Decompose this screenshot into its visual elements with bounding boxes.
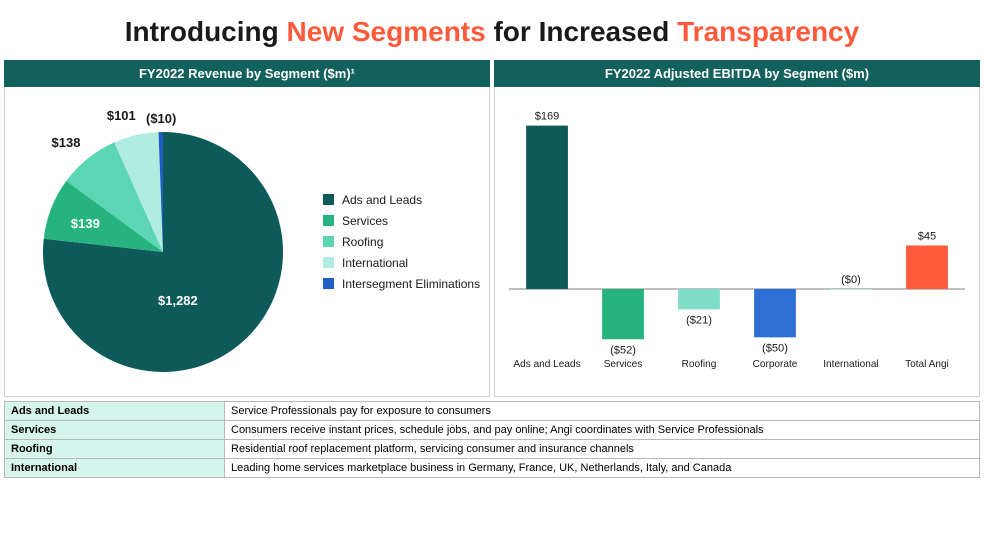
legend-label: International bbox=[342, 256, 408, 270]
pie-svg-wrap: $1,282 $139 $138 $101 ($10) bbox=[13, 102, 313, 382]
bar-category-label: Services bbox=[604, 359, 643, 370]
legend-label: Intersegment Eliminations bbox=[342, 277, 480, 291]
legend-swatch bbox=[323, 215, 334, 226]
description-cell: Consumers receive instant prices, schedu… bbox=[225, 421, 980, 440]
legend-label: Services bbox=[342, 214, 388, 228]
pie-chart-header: FY2022 Revenue by Segment ($m)¹ bbox=[4, 60, 490, 87]
bar bbox=[754, 289, 796, 337]
segment-cell: Ads and Leads bbox=[5, 402, 225, 421]
bar-chart-header: FY2022 Adjusted EBITDA by Segment ($m) bbox=[494, 60, 980, 87]
bar-category-label: Roofing bbox=[682, 359, 717, 370]
bar bbox=[526, 126, 568, 289]
table-row: Ads and LeadsService Professionals pay f… bbox=[5, 402, 980, 421]
bar-chart-panel: FY2022 Adjusted EBITDA by Segment ($m) $… bbox=[494, 60, 980, 397]
legend-item: International bbox=[323, 256, 481, 270]
page-title: Introducing New Segments for Increased T… bbox=[0, 0, 984, 60]
legend-swatch bbox=[323, 194, 334, 205]
title-part-1: Introducing bbox=[125, 16, 287, 47]
title-accent-2: Transparency bbox=[677, 16, 859, 47]
bar-area: $169 Ads and Leads ($52) Services ($21) Roofi… bbox=[505, 95, 969, 375]
title-part-2: for Increased bbox=[486, 16, 677, 47]
pie-slice-label: $101 bbox=[107, 108, 136, 123]
bar bbox=[906, 246, 948, 290]
pie-chart-panel: FY2022 Revenue by Segment ($m)¹ $1,282$1… bbox=[4, 60, 490, 397]
legend-label: Roofing bbox=[342, 235, 383, 249]
legend-swatch bbox=[323, 257, 334, 268]
legend-swatch bbox=[323, 236, 334, 247]
legend-item: Services bbox=[323, 214, 481, 228]
pie-slice-label: $1,282 bbox=[158, 293, 198, 308]
bar bbox=[830, 289, 872, 290]
pie-wrap: $1,282 $139 $138 $101 ($10) Ads and Leads Ser… bbox=[5, 87, 489, 396]
legend-item: Ads and Leads bbox=[323, 193, 481, 207]
table-row: ServicesConsumers receive instant prices… bbox=[5, 421, 980, 440]
segment-cell: Roofing bbox=[5, 440, 225, 459]
charts-row: FY2022 Revenue by Segment ($m)¹ $1,282$1… bbox=[0, 60, 984, 397]
bar-category-label: Ads and Leads bbox=[513, 359, 580, 370]
description-cell: Leading home services marketplace busine… bbox=[225, 459, 980, 478]
bar-value-label: $45 bbox=[918, 231, 936, 243]
pie-slice-label: ($10) bbox=[146, 111, 176, 126]
table-row: RoofingResidential roof replacement plat… bbox=[5, 440, 980, 459]
legend-item: Roofing bbox=[323, 235, 481, 249]
title-accent-1: New Segments bbox=[287, 16, 486, 47]
bar-category-label: Total Angi bbox=[905, 359, 949, 370]
bar-value-label: ($0) bbox=[841, 274, 861, 286]
segment-cell: Services bbox=[5, 421, 225, 440]
bar-category-label: Corporate bbox=[753, 359, 798, 370]
bar-value-label: ($21) bbox=[686, 314, 712, 326]
segment-cell: International bbox=[5, 459, 225, 478]
bar-value-label: $169 bbox=[535, 111, 560, 123]
pie-legend: Ads and Leads Services Roofing Internationa… bbox=[313, 186, 481, 298]
pie-slice-label: $139 bbox=[71, 216, 100, 231]
bar bbox=[602, 289, 644, 339]
pie-chart-body: $1,282 $139 $138 $101 ($10) Ads and Leads Ser… bbox=[4, 87, 490, 397]
legend-label: Ads and Leads bbox=[342, 193, 422, 207]
bar bbox=[678, 289, 720, 309]
bar-category-label: International bbox=[823, 359, 878, 370]
description-cell: Service Professionals pay for exposure t… bbox=[225, 402, 980, 421]
bar-chart-body: $169 Ads and Leads ($52) Services ($21) Roofi… bbox=[494, 87, 980, 397]
legend-item: Intersegment Eliminations bbox=[323, 277, 481, 291]
description-cell: Residential roof replacement platform, s… bbox=[225, 440, 980, 459]
table-row: InternationalLeading home services marke… bbox=[5, 459, 980, 478]
pie-slice-label: $138 bbox=[52, 135, 81, 150]
legend-swatch bbox=[323, 278, 334, 289]
bar-svg: $169 Ads and Leads ($52) Services ($21) Roofi… bbox=[505, 95, 969, 375]
segment-description-table: Ads and LeadsService Professionals pay f… bbox=[4, 401, 980, 478]
bar-value-label: ($50) bbox=[762, 342, 788, 354]
bar-value-label: ($52) bbox=[610, 344, 636, 356]
